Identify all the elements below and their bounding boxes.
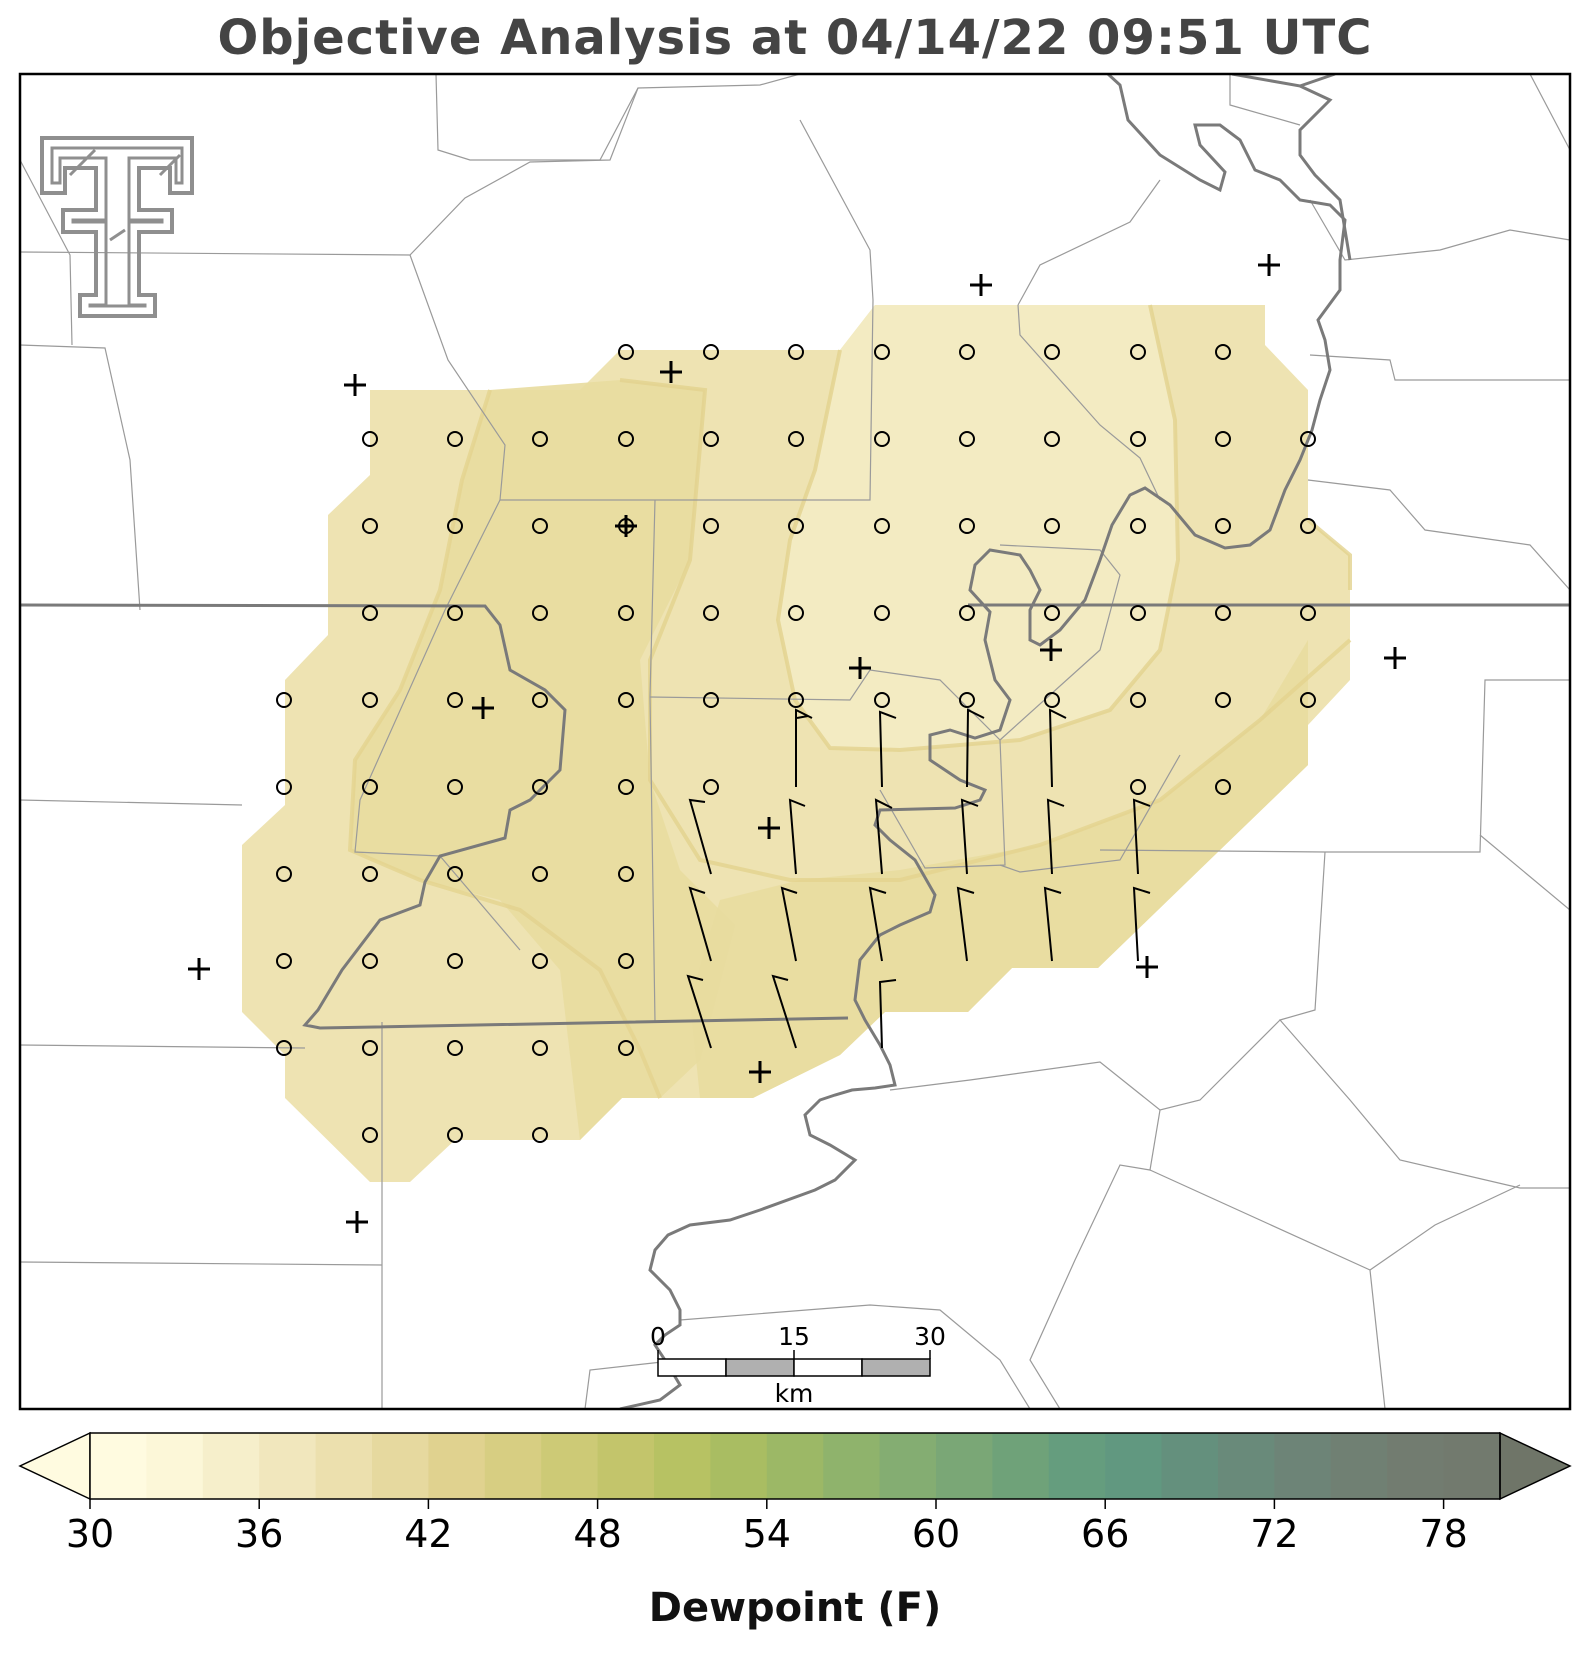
colorbar-segment xyxy=(710,1433,768,1499)
dewpoint-fill-40-42-east xyxy=(690,640,1308,1098)
colorbar-segment xyxy=(484,1433,542,1499)
colorbar-segment xyxy=(428,1433,486,1499)
colorbar-segment xyxy=(1161,1433,1219,1499)
colorbar-frame xyxy=(89,1432,1501,1500)
colorbar-segment xyxy=(766,1433,824,1499)
texas-tech-double-t-icon xyxy=(40,136,194,318)
map-frame xyxy=(18,72,1572,1411)
grid-stations xyxy=(276,344,1316,1143)
colorbar-segment xyxy=(1218,1433,1275,1499)
colorbar-segment xyxy=(202,1433,260,1499)
observation-stations xyxy=(188,254,1406,1233)
colorbar-segment xyxy=(315,1433,373,1499)
colorbar-segment xyxy=(259,1433,317,1499)
state-boundaries xyxy=(20,74,1570,1409)
colorbar-label: Dewpoint (F) xyxy=(648,1585,942,1631)
scale-bar: 0 15 30 km xyxy=(650,1322,946,1408)
colorbar-tick-label: 78 xyxy=(1419,1512,1467,1556)
colorbar-segment xyxy=(1274,1433,1332,1499)
colorbar-tick-label: 48 xyxy=(573,1512,621,1556)
page-title: Objective Analysis at 04/14/22 09:51 UTC xyxy=(217,10,1373,66)
wind-barbs xyxy=(686,708,1151,1049)
colorbar-tick-label: 66 xyxy=(1081,1512,1129,1556)
colorbar-segment xyxy=(654,1433,711,1499)
scale-unit: km xyxy=(775,1379,814,1408)
colorbar-segment xyxy=(823,1433,881,1499)
colorbar-segment xyxy=(936,1433,993,1499)
dewpoint-contours xyxy=(347,304,1352,1099)
colorbar-segment xyxy=(879,1433,937,1499)
colorbar-segment xyxy=(1105,1433,1163,1499)
dewpoint-fill-40-42-west xyxy=(350,380,735,1140)
colorbar-segment xyxy=(372,1433,429,1499)
dewpoint-fill-36-38 xyxy=(778,305,1178,750)
scale-label-0: 0 xyxy=(650,1322,666,1351)
colorbar-segment xyxy=(541,1433,599,1499)
colorbar-segment xyxy=(1387,1433,1445,1499)
colorbar-under-arrow xyxy=(18,1431,91,1501)
colorbar-tick-label: 54 xyxy=(743,1512,791,1556)
colorbar-segment xyxy=(1048,1433,1106,1499)
colorbar-tick-label: 42 xyxy=(404,1512,452,1556)
county-boundaries xyxy=(20,74,1570,1409)
colorbar-segment xyxy=(1330,1433,1388,1499)
colorbar-tick-label: 60 xyxy=(912,1512,960,1556)
colorbar-segment xyxy=(1443,1433,1501,1499)
colorbar-segment xyxy=(146,1433,204,1499)
colorbar: 30 36 42 48 54 60 66 72 78 xyxy=(18,1431,1572,1556)
colorbar-segment xyxy=(90,1433,147,1499)
colorbar-segment xyxy=(992,1433,1050,1499)
scale-label-30: 30 xyxy=(914,1322,946,1351)
colorbar-tick-label: 30 xyxy=(66,1512,114,1556)
colorbar-tick-label: 36 xyxy=(235,1512,283,1556)
colorbar-tick-label: 72 xyxy=(1250,1512,1298,1556)
map-area xyxy=(20,74,1570,1409)
colorbar-over-arrow xyxy=(1499,1431,1572,1501)
scale-label-15: 15 xyxy=(778,1322,810,1351)
colorbar-segment xyxy=(597,1433,655,1499)
